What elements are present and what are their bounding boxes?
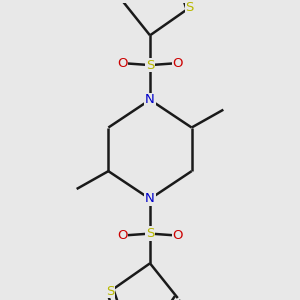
Text: N: N: [145, 93, 155, 106]
Text: S: S: [106, 285, 115, 298]
Text: O: O: [117, 229, 128, 242]
Text: S: S: [146, 58, 154, 72]
Text: O: O: [172, 229, 183, 242]
Text: O: O: [117, 57, 128, 70]
Text: S: S: [146, 227, 154, 240]
Text: N: N: [145, 192, 155, 206]
Text: O: O: [172, 57, 183, 70]
Text: S: S: [185, 1, 194, 14]
